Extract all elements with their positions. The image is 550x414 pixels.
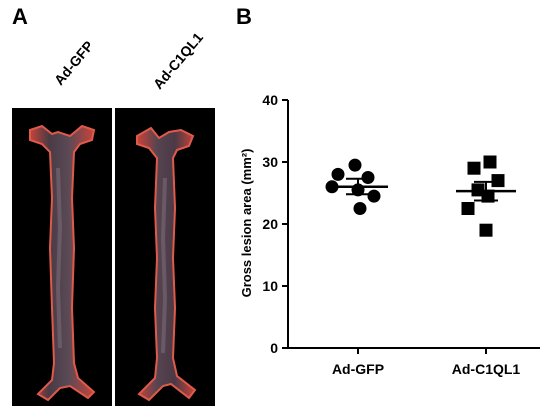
data-point-circle: [348, 158, 362, 172]
y-axis-label: Gross lesion area (mm²): [239, 149, 254, 298]
data-point-circle: [331, 167, 345, 181]
x-tick-label: Ad-GFP: [332, 361, 384, 377]
x-tick-label: Ad-C1QL1: [452, 361, 521, 377]
chart-marks: [325, 155, 516, 237]
data-point-square: [491, 174, 505, 188]
data-point-square: [481, 189, 495, 203]
data-point-circle: [353, 202, 367, 215]
y-tick-label: 30: [262, 154, 278, 170]
chart-axes: 0 10 20 30 40 Ad-GFP Ad-C1QL1: [262, 92, 540, 377]
data-point-square: [479, 223, 493, 237]
y-tick-label: 0: [270, 340, 278, 356]
data-point-square: [467, 161, 481, 175]
data-point-square: [483, 155, 497, 169]
data-point-circle: [361, 171, 375, 184]
aorta-photo-ad-c1ql1: [115, 108, 215, 406]
panel-b-label: B: [236, 4, 252, 29]
y-tick-label: 10: [262, 278, 278, 294]
data-point-square: [461, 202, 475, 215]
panel-a-label: A: [12, 4, 28, 29]
y-tick-label: 20: [262, 216, 278, 232]
y-tick-label: 40: [262, 92, 278, 108]
data-point-circle: [367, 189, 381, 203]
aorta-photo-ad-gfp: [12, 108, 112, 406]
